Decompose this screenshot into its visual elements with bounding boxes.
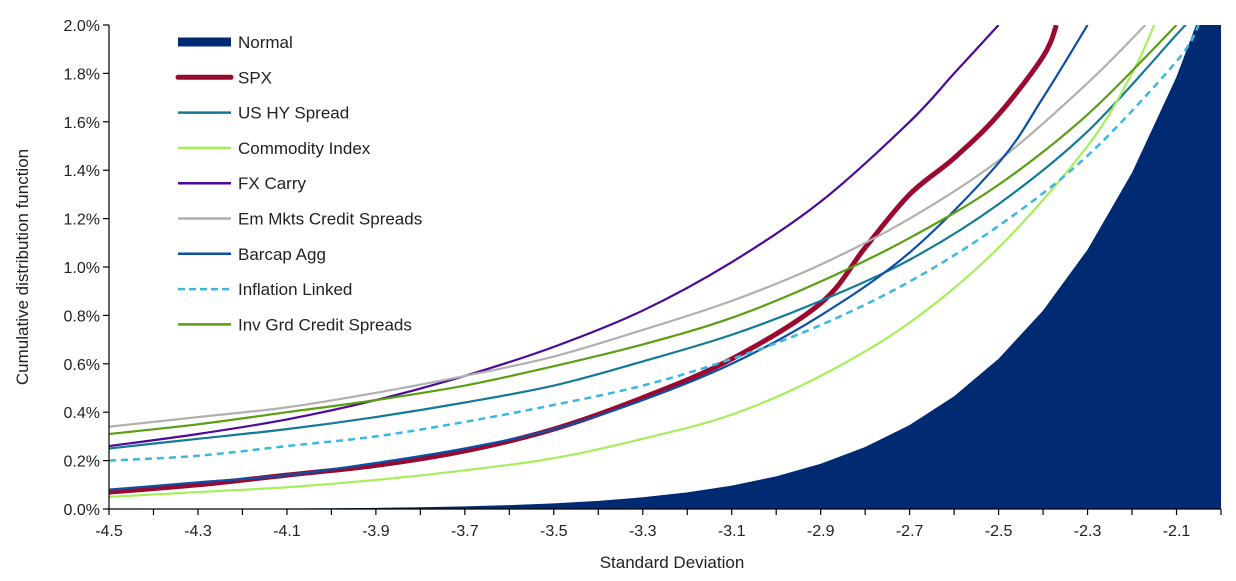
legend-label: Inv Grd Credit Spreads	[238, 315, 412, 334]
x-tick-label: -2.9	[807, 523, 835, 540]
x-tick-label: -4.5	[95, 523, 123, 540]
legend-label: FX Carry	[238, 174, 307, 193]
legend-label: Inflation Linked	[238, 280, 352, 299]
x-tick-label: -3.9	[362, 523, 390, 540]
legend-item-fx-carry: FX Carry	[178, 174, 307, 193]
y-tick-label: 1.4%	[64, 163, 100, 180]
legend-label: Barcap Agg	[238, 245, 326, 264]
x-tick-label: -3.7	[451, 523, 479, 540]
legend-item-em-mkts-credit-spreads: Em Mkts Credit Spreads	[178, 210, 422, 229]
x-tick-label: -4.1	[273, 523, 301, 540]
y-tick-label: 0.8%	[64, 308, 100, 325]
legend-label: Commodity Index	[238, 139, 371, 158]
x-tick-label: -3.1	[718, 523, 746, 540]
series-em-mkts-credit-spreads	[109, 25, 1147, 428]
x-tick-label: -2.3	[1074, 523, 1102, 540]
legend-item-us-hy-spread: US HY Spread	[178, 104, 349, 123]
y-tick-label: 0.4%	[64, 405, 100, 422]
y-tick-label: 1.0%	[64, 260, 100, 277]
series-barcap-agg	[109, 25, 1089, 491]
x-tick-label: -3.5	[540, 523, 568, 540]
series-fx-carry	[109, 25, 1000, 448]
y-tick-label: 1.8%	[64, 66, 100, 83]
x-tick-label: -2.7	[896, 523, 924, 540]
y-tick-label: 1.2%	[64, 212, 100, 229]
y-axis-label: Cumulative distribution function	[13, 149, 32, 385]
y-tick-label: 1.6%	[64, 115, 100, 132]
series-us-hy-spread	[109, 25, 1187, 450]
x-tick-label: -4.3	[184, 523, 212, 540]
series-layer	[109, 25, 1221, 509]
legend-item-barcap-agg: Barcap Agg	[178, 245, 326, 264]
series-inv-grd-credit-spreads	[109, 25, 1178, 436]
x-tick-label: -3.3	[629, 523, 657, 540]
x-axis-label: Standard Deviation	[600, 553, 745, 572]
legend-item-spx: SPX	[175, 68, 272, 87]
y-tick-label: 0.0%	[64, 502, 100, 519]
legend-label: Em Mkts Credit Spreads	[238, 210, 422, 229]
legend-label: SPX	[238, 68, 272, 87]
y-tick-label: 2.0%	[64, 18, 100, 35]
x-tick-label: -2.5	[985, 523, 1013, 540]
x-tick-label: -2.1	[1163, 523, 1191, 540]
legend-item-inflation-linked: Inflation Linked	[178, 280, 352, 299]
legend-item-normal: Normal	[178, 33, 293, 52]
legend-item-commodity-index: Commodity Index	[178, 139, 371, 158]
legend-item-inv-grd-credit-spreads: Inv Grd Credit Spreads	[178, 315, 412, 334]
series-normal	[109, 25, 1221, 509]
y-tick-label: 0.6%	[64, 357, 100, 374]
axes: -4.5 -4.3 -4.1 -3.9 -3.7 -3.5 -3.3 -3.1 -2.9 -2.7…	[64, 18, 1222, 540]
legend: Normal SPX US HY Spread Commodity Index FX C…	[175, 33, 422, 334]
legend-label: Normal	[238, 33, 293, 52]
series-commodity-index	[109, 25, 1156, 498]
legend-label: US HY Spread	[238, 104, 349, 123]
y-tick-label: 0.2%	[64, 454, 100, 471]
